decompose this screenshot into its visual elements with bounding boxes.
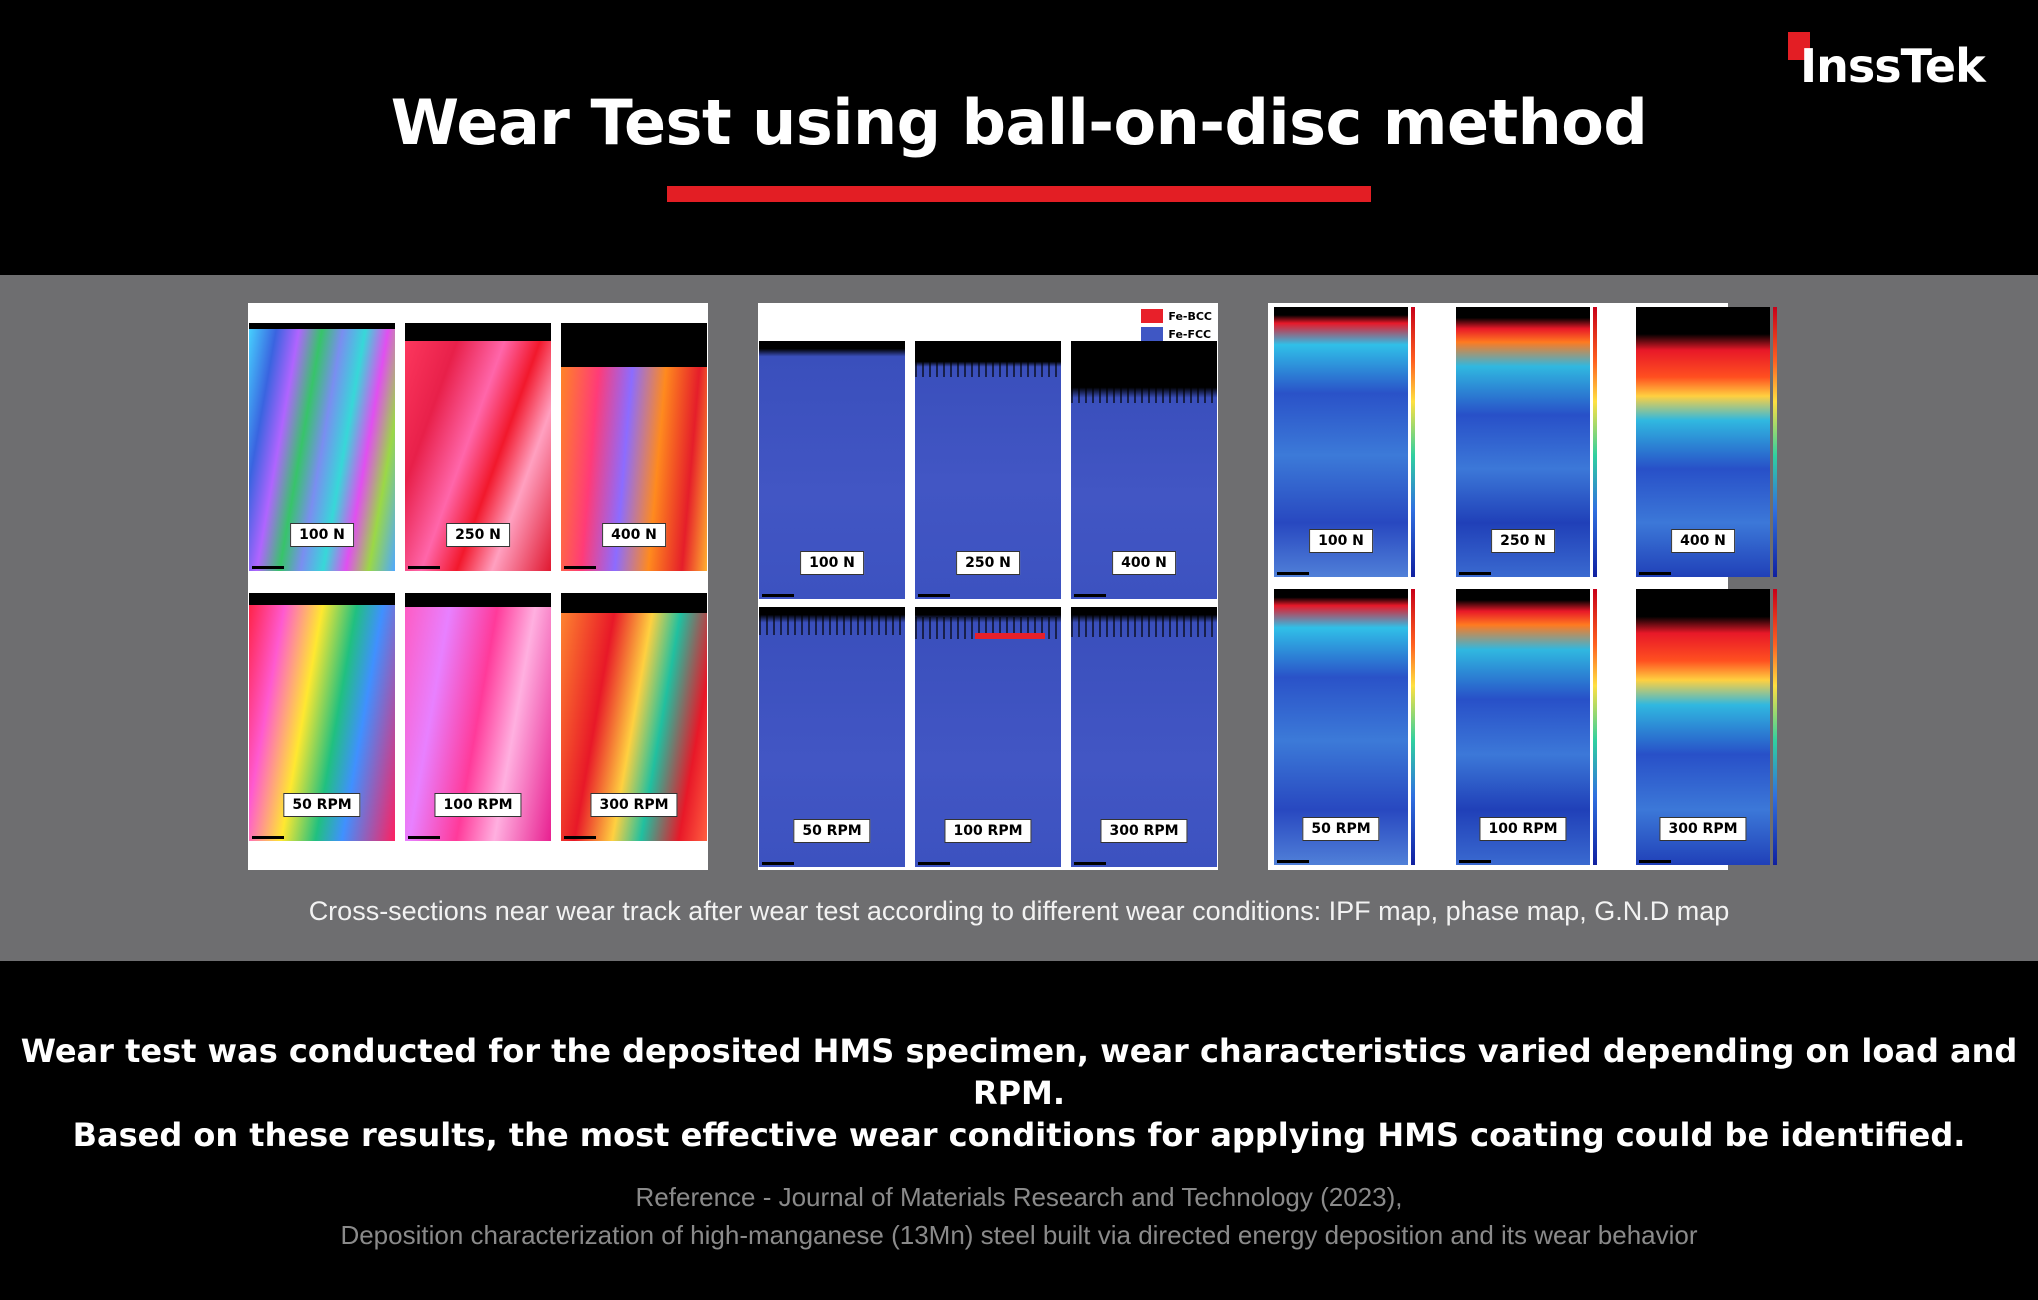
phase-tile-400n: 400 N xyxy=(1071,341,1217,599)
tile-label: 300 RPM xyxy=(590,793,678,817)
tile-label: 400 N xyxy=(602,523,666,547)
gnd-tile-100rpm: 100 RPM xyxy=(1456,589,1590,865)
tile-label: 400 N xyxy=(1112,551,1176,575)
gnd-colorbar xyxy=(1773,589,1777,865)
tile-label: 50 RPM xyxy=(283,793,361,817)
legend-label: Fe-BCC xyxy=(1168,309,1212,323)
tile-label: 100 N xyxy=(800,551,864,575)
tile-label: 100 RPM xyxy=(1479,817,1567,841)
phase-tile-300rpm: 300 RPM xyxy=(1071,607,1217,867)
title-underline xyxy=(667,186,1371,202)
legend-swatch xyxy=(1141,327,1164,341)
gnd-tile-50rpm: 50 RPM xyxy=(1274,589,1408,865)
tile-label: 400 N xyxy=(1671,529,1735,553)
tile-label: 50 RPM xyxy=(1302,817,1380,841)
legend-swatch xyxy=(1141,309,1164,323)
gnd-colorbar xyxy=(1411,307,1415,577)
tile-label: 100 RPM xyxy=(434,793,522,817)
logo-mark xyxy=(1788,32,1810,60)
ipf-tile-50rpm: 50 RPM xyxy=(249,593,395,841)
gnd-tile-400n: 400 N xyxy=(1636,307,1770,577)
legend-item-fcc: Fe-FCC xyxy=(1141,325,1212,343)
phase-tile-50rpm: 50 RPM xyxy=(759,607,905,867)
gnd-tile-250n: 250 N xyxy=(1456,307,1590,577)
reference-text: Reference - Journal of Materials Researc… xyxy=(0,1178,2038,1254)
logo-text: InssTek xyxy=(1800,39,1986,93)
tile-label: 250 N xyxy=(446,523,510,547)
tile-label: 100 RPM xyxy=(944,819,1032,843)
tile-label: 250 N xyxy=(956,551,1020,575)
gnd-tile-100n: 100 N xyxy=(1274,307,1408,577)
summary-text: Wear test was conducted for the deposite… xyxy=(0,1030,2038,1156)
tile-label: 100 N xyxy=(1309,529,1373,553)
tile-label: 50 RPM xyxy=(793,819,871,843)
ipf-map-panel: 100 N 250 N 400 N 50 RPM 100 RPM 300 RPM xyxy=(248,303,708,870)
gnd-map-panel: 100 N 250 N 400 N 50 RPM 100 RPM 300 RPM xyxy=(1268,303,1777,870)
page-title: Wear Test using ball-on-disc method xyxy=(390,86,1648,159)
summary-line-2: Based on these results, the most effecti… xyxy=(72,1116,1966,1154)
ipf-tile-250n: 250 N xyxy=(405,323,551,571)
ipf-tile-100rpm: 100 RPM xyxy=(405,593,551,841)
phase-tile-100rpm: 100 RPM xyxy=(915,607,1061,867)
summary-line-1: Wear test was conducted for the deposite… xyxy=(20,1032,2018,1112)
gnd-colorbar xyxy=(1593,307,1597,577)
tile-label: 250 N xyxy=(1491,529,1555,553)
tile-label: 300 RPM xyxy=(1659,817,1747,841)
phase-tile-250n: 250 N xyxy=(915,341,1061,599)
tile-label: 100 N xyxy=(290,523,354,547)
reference-line-1: Reference - Journal of Materials Researc… xyxy=(635,1182,1403,1212)
tile-label: 300 RPM xyxy=(1100,819,1188,843)
insstek-logo: InssTek xyxy=(1788,30,1998,92)
phase-legend: Fe-BCC Fe-FCC xyxy=(1141,307,1212,343)
legend-item-bcc: Fe-BCC xyxy=(1141,307,1212,325)
gnd-tile-300rpm: 300 RPM xyxy=(1636,589,1770,865)
gnd-colorbar xyxy=(1593,589,1597,865)
gnd-colorbar xyxy=(1411,589,1415,865)
legend-label: Fe-FCC xyxy=(1168,327,1212,341)
figure-caption: Cross-sections near wear track after wea… xyxy=(308,896,1730,926)
ipf-tile-100n: 100 N xyxy=(249,323,395,571)
gnd-colorbar xyxy=(1773,307,1777,577)
ipf-tile-300rpm: 300 RPM xyxy=(561,593,707,841)
reference-line-2: Deposition characterization of high-mang… xyxy=(340,1220,1698,1250)
phase-map-panel: Fe-BCC Fe-FCC 100 N 250 N 400 N 50 RPM 1… xyxy=(758,303,1218,870)
phase-tile-100n: 100 N xyxy=(759,341,905,599)
ipf-tile-400n: 400 N xyxy=(561,323,707,571)
